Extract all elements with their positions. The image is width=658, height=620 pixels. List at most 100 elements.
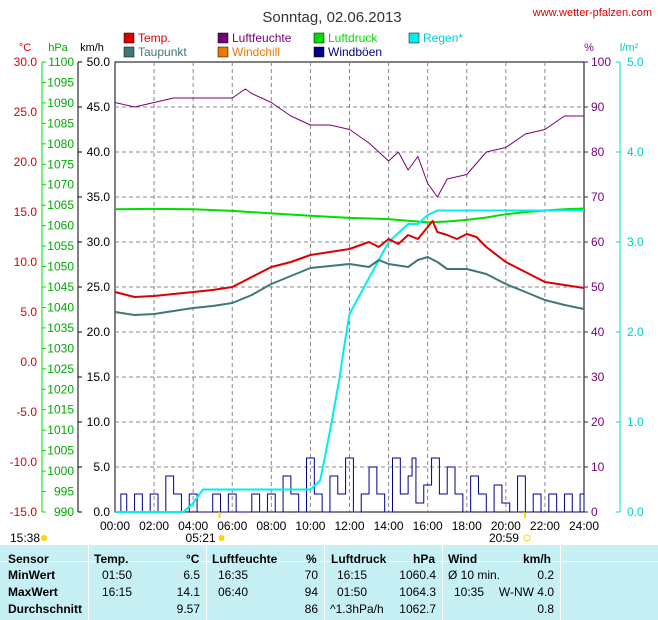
tick-rain: 0.0 (627, 505, 644, 519)
legend-label: Windchill (232, 45, 280, 59)
tick-time: 04:00 (178, 519, 208, 533)
tick-pressure: 995 (54, 485, 74, 499)
tick-humidity: 100 (591, 55, 611, 69)
tick-wind: 20.0 (87, 325, 111, 339)
max-press-time: 01:50 (337, 585, 368, 599)
tick-pressure: 1070 (47, 178, 74, 192)
tick-wind: 50.0 (87, 55, 111, 69)
tick-pressure: 1085 (47, 116, 74, 130)
avg-hum-value: 86 (304, 602, 318, 616)
tick-humidity: 40 (591, 325, 605, 339)
max-hum-value: 94 (304, 585, 318, 599)
tick-wind: 30.0 (87, 235, 111, 249)
avg-wind-value: 0.8 (537, 602, 554, 616)
tick-temp: 15.0 (14, 205, 38, 219)
tick-humidity: 20 (591, 415, 605, 429)
header-wind-unit: km/h (523, 552, 552, 566)
tick-temp: 25.0 (14, 105, 38, 119)
legend-label: Temp. (138, 31, 171, 45)
sunrise-label: 05:21 (186, 531, 216, 545)
tick-wind: 15.0 (87, 370, 111, 384)
tick-temp: 0.0 (20, 355, 37, 369)
max-temp-value: 14.1 (176, 585, 200, 599)
legend-swatch (123, 46, 135, 58)
tick-pressure: 1095 (47, 75, 74, 89)
avg-temp-value: 9.57 (176, 602, 200, 616)
legend-swatch (217, 46, 229, 58)
series-taupunkt (114, 256, 585, 316)
header-pressure-unit: hPa (413, 552, 436, 566)
tick-time: 16:00 (413, 519, 443, 533)
tick-wind: 10.0 (87, 415, 111, 429)
tick-humidity: 60 (591, 235, 605, 249)
tick-pressure: 1020 (47, 382, 74, 396)
tick-wind: 5.0 (93, 460, 110, 474)
legend-label: Windböen (328, 45, 382, 59)
tick-rain: 4.0 (627, 145, 644, 159)
tick-humidity: 30 (591, 370, 605, 384)
min-temp-time: 01:50 (102, 568, 133, 582)
tick-temp: -5.0 (16, 405, 37, 419)
tick-humidity: 90 (591, 100, 605, 114)
min-press-time: 16:15 (337, 568, 368, 582)
moonrise-label: 15:38 (10, 531, 40, 545)
tick-humidity: 50 (591, 280, 605, 294)
row-label-min: MinWert (8, 568, 56, 582)
min-wind-value: 0.2 (537, 568, 554, 582)
tick-pressure: 1090 (47, 96, 74, 110)
min-hum-value: 70 (304, 568, 318, 582)
series-temp (114, 220, 585, 298)
tick-wind: 0.0 (93, 505, 110, 519)
tick-pressure: 1035 (47, 321, 74, 335)
tick-pressure: 1030 (47, 341, 74, 355)
tick-time: 14:00 (374, 519, 404, 533)
tick-time: 24:00 (569, 519, 599, 533)
tick-pressure: 1015 (47, 403, 74, 417)
header-sensor: Sensor (8, 552, 49, 566)
sunset-icon (523, 534, 531, 542)
axis-unit-humidity: % (584, 42, 594, 54)
axis-unit-rain: l/m² (620, 42, 639, 54)
legend-swatch (313, 46, 325, 58)
tick-temp: 20.0 (14, 155, 38, 169)
tick-wind: 40.0 (87, 145, 111, 159)
tick-rain: 1.0 (627, 415, 644, 429)
legend-label: Taupunkt (138, 45, 187, 59)
axis-unit-pressure: hPa (48, 42, 68, 54)
row-label-avg: Durchschnitt (8, 602, 83, 616)
tick-pressure: 990 (54, 505, 74, 519)
header-humidity-unit: % (306, 552, 317, 566)
tick-pressure: 1040 (47, 300, 74, 314)
axis-unit-wind: km/h (80, 42, 104, 54)
header-wind: Wind (448, 552, 478, 566)
tick-wind: 45.0 (87, 100, 111, 114)
tick-pressure: 1055 (47, 239, 74, 253)
moon-icon (41, 535, 47, 541)
header-temp-unit: °C (186, 552, 200, 566)
tick-time: 12:00 (334, 519, 364, 533)
tick-humidity: 70 (591, 190, 605, 204)
chart-title: Sonntag, 02.06.2013 (262, 9, 401, 26)
legend-label: Luftfeuchte (232, 31, 292, 45)
max-press-value: 1064.3 (399, 585, 436, 599)
series-luftfeuchte (114, 88, 584, 198)
tick-humidity: 0 (591, 505, 598, 519)
tick-pressure: 1060 (47, 219, 74, 233)
tick-wind: 25.0 (87, 280, 111, 294)
series-luftdruck (114, 207, 585, 224)
sunset-label: 20:59 (489, 531, 519, 545)
axis-unit-temp: °C (19, 42, 31, 54)
tick-humidity: 10 (591, 460, 605, 474)
sunrise-icon (218, 535, 225, 541)
tick-temp: 30.0 (14, 55, 38, 69)
min-temp-value: 6.5 (183, 568, 200, 582)
tick-wind: 35.0 (87, 190, 111, 204)
tick-humidity: 80 (591, 145, 605, 159)
tick-pressure: 1010 (47, 423, 74, 437)
max-wind-value: W-NW 4.0 (498, 585, 554, 599)
min-wind-time: Ø 10 min. (448, 568, 501, 582)
header-humidity: Luftfeuchte (212, 552, 278, 566)
tick-pressure: 1000 (47, 464, 74, 478)
tick-time: 10:00 (295, 519, 325, 533)
